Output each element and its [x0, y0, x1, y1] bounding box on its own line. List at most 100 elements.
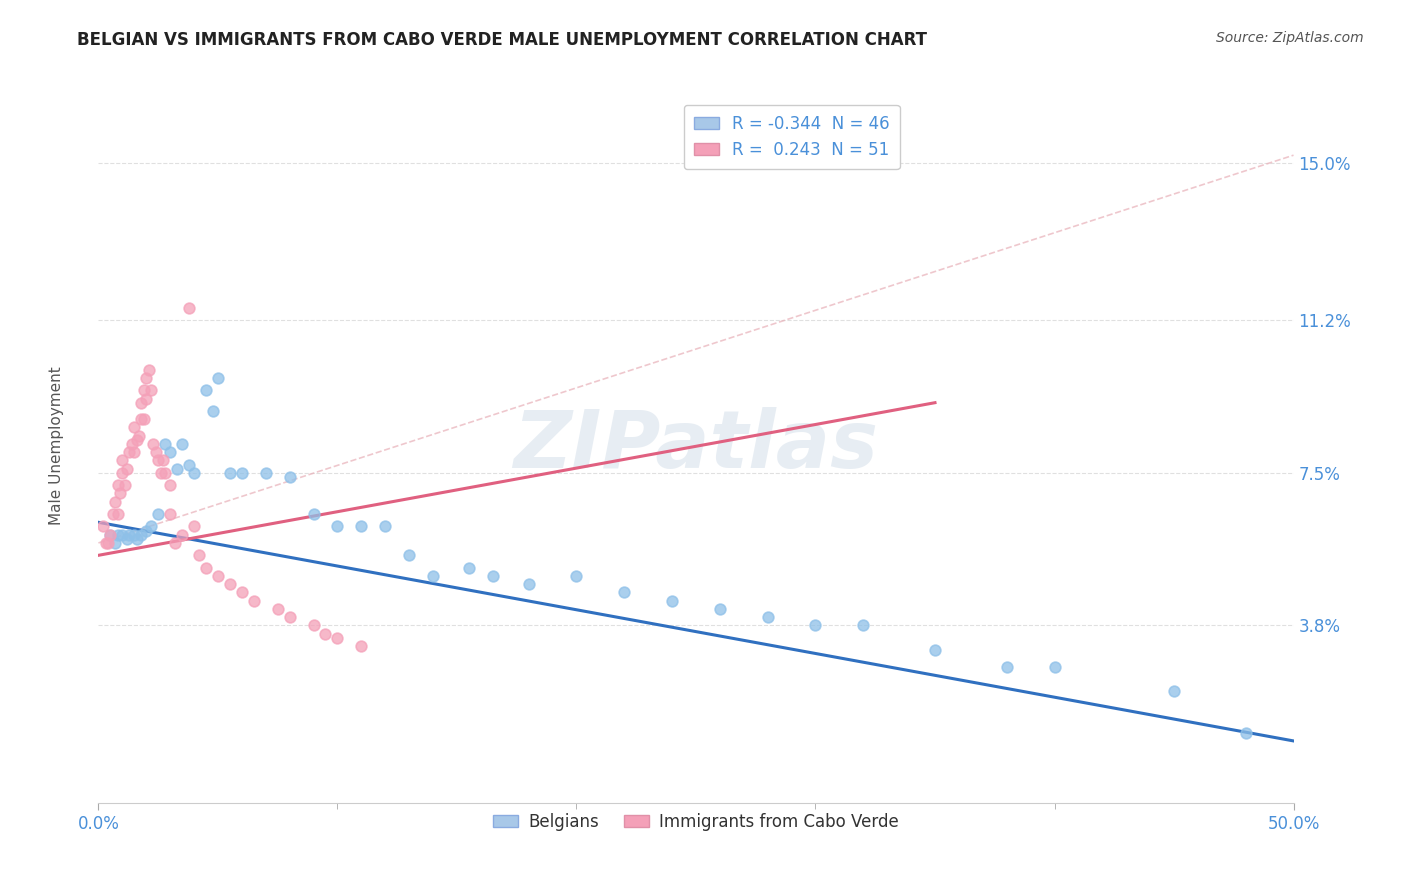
Point	[195, 560, 218, 574]
Point	[139, 519, 162, 533]
Point	[267, 602, 290, 616]
Legend: Belgians, Immigrants from Cabo Verde: Belgians, Immigrants from Cabo Verde	[486, 806, 905, 838]
Point	[94, 536, 117, 550]
Point	[104, 536, 127, 550]
Point	[166, 461, 188, 475]
Point	[1234, 725, 1257, 739]
Point	[350, 519, 373, 533]
Point	[98, 527, 122, 541]
Point	[852, 618, 875, 632]
Point	[374, 519, 396, 533]
Point	[565, 569, 588, 583]
Point	[995, 659, 1018, 673]
Point	[187, 549, 209, 563]
Point	[118, 527, 141, 541]
Point	[159, 445, 181, 459]
Point	[132, 384, 155, 398]
Point	[148, 507, 170, 521]
Point	[243, 593, 266, 607]
Point	[398, 549, 420, 563]
Point	[207, 569, 229, 583]
Point	[207, 371, 229, 385]
Point	[118, 445, 141, 459]
Point	[111, 453, 134, 467]
Point	[159, 478, 181, 492]
Point	[163, 536, 186, 550]
Text: ZIPatlas: ZIPatlas	[513, 407, 879, 485]
Point	[115, 532, 138, 546]
Point	[125, 532, 148, 546]
Point	[114, 478, 136, 492]
Point	[108, 486, 131, 500]
Point	[98, 527, 122, 541]
Point	[179, 458, 201, 472]
Point	[159, 507, 181, 521]
Text: Male Unemployment: Male Unemployment	[49, 367, 63, 525]
Point	[709, 602, 731, 616]
Point	[135, 392, 157, 406]
Point	[302, 507, 325, 521]
Text: Source: ZipAtlas.com: Source: ZipAtlas.com	[1216, 31, 1364, 45]
Point	[517, 577, 540, 591]
Point	[302, 618, 325, 632]
Point	[422, 569, 444, 583]
Point	[132, 412, 155, 426]
Point	[1163, 684, 1185, 698]
Point	[315, 626, 337, 640]
Point	[107, 507, 129, 521]
Point	[350, 639, 373, 653]
Point	[613, 585, 636, 599]
Point	[111, 466, 134, 480]
Point	[219, 577, 242, 591]
Point	[101, 507, 124, 521]
Point	[128, 428, 150, 442]
Point	[115, 461, 138, 475]
Point	[326, 631, 349, 645]
Point	[142, 437, 165, 451]
Point	[104, 494, 127, 508]
Point	[172, 527, 194, 541]
Point	[152, 453, 174, 467]
Point	[278, 610, 301, 624]
Point	[183, 519, 205, 533]
Point	[172, 437, 194, 451]
Point	[756, 610, 779, 624]
Point	[231, 585, 253, 599]
Point	[458, 560, 481, 574]
Point	[121, 437, 143, 451]
Point	[135, 524, 157, 538]
Point	[124, 420, 146, 434]
Point	[124, 527, 146, 541]
Point	[1043, 659, 1066, 673]
Point	[97, 536, 120, 550]
Point	[91, 519, 114, 533]
Point	[138, 362, 160, 376]
Point	[124, 445, 146, 459]
Point	[231, 466, 253, 480]
Point	[125, 433, 148, 447]
Point	[131, 395, 153, 409]
Point	[107, 527, 129, 541]
Point	[219, 466, 242, 480]
Point	[149, 466, 172, 480]
Point	[155, 437, 177, 451]
Point	[661, 593, 683, 607]
Point	[326, 519, 349, 533]
Point	[107, 478, 129, 492]
Point	[202, 404, 225, 418]
Point	[148, 453, 170, 467]
Point	[254, 466, 277, 480]
Point	[145, 445, 167, 459]
Point	[195, 384, 218, 398]
Point	[111, 527, 134, 541]
Point	[179, 301, 201, 315]
Point	[924, 643, 946, 657]
Point	[155, 466, 177, 480]
Point	[135, 371, 157, 385]
Text: BELGIAN VS IMMIGRANTS FROM CABO VERDE MALE UNEMPLOYMENT CORRELATION CHART: BELGIAN VS IMMIGRANTS FROM CABO VERDE MA…	[77, 31, 928, 49]
Point	[804, 618, 827, 632]
Point	[139, 384, 162, 398]
Point	[481, 569, 505, 583]
Point	[131, 527, 153, 541]
Point	[131, 412, 153, 426]
